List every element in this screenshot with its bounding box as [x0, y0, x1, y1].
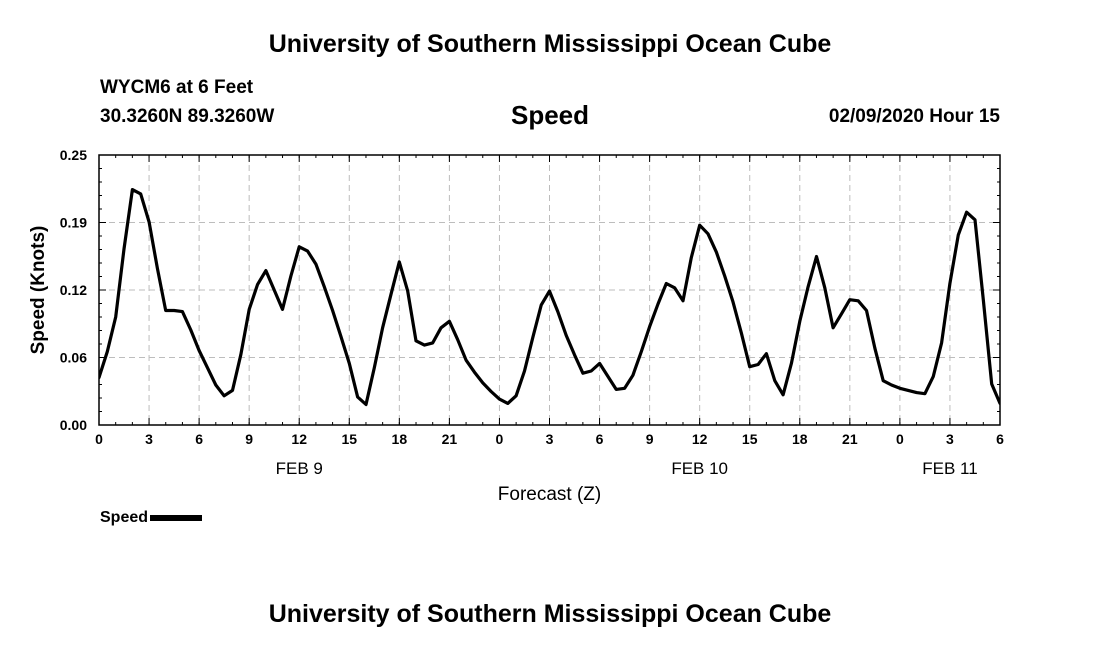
x-tick-label: 15 — [341, 431, 357, 447]
y-tick-label: 0.25 — [60, 147, 87, 163]
legend-label: Speed — [100, 509, 149, 526]
x-tick-label: 12 — [291, 431, 307, 447]
y-tick-label: 0.19 — [60, 215, 87, 231]
chart-title: Speed — [510, 100, 590, 130]
x-tick-label: 9 — [646, 431, 654, 447]
x-tick-label: 3 — [946, 431, 954, 447]
legend: Speed — [100, 509, 203, 527]
x-axis-label: Forecast (Z) — [498, 484, 601, 505]
day-label: FEB 9 — [276, 459, 323, 478]
y-tick-label: 0.12 — [60, 282, 87, 298]
plot-frame — [98, 154, 1001, 426]
x-tick-label: 3 — [546, 431, 554, 447]
x-tick-label: 15 — [742, 431, 758, 447]
station-label: WYCM6 at 6 Feet — [100, 77, 254, 98]
x-tick-label: 12 — [692, 431, 708, 447]
x-tick-label: 21 — [442, 431, 458, 447]
coordinates-label: 30.3260N 89.3260W — [100, 106, 275, 127]
speed-series-line — [99, 188, 1000, 407]
x-tick-label: 6 — [596, 431, 604, 447]
x-tick-label: 18 — [392, 431, 408, 447]
x-tick-label: 9 — [245, 431, 253, 447]
x-tick-label: 0 — [896, 431, 904, 447]
x-tick-label: 6 — [996, 431, 1004, 447]
x-tick-label: 0 — [496, 431, 504, 447]
footer-title: University of Southern Mississippi Ocean… — [268, 600, 832, 628]
legend-swatch — [150, 515, 203, 521]
chart-header-title: University of Southern Mississippi Ocean… — [268, 30, 832, 58]
y-axis-label: Speed (Knots) — [28, 226, 49, 355]
day-label: FEB 11 — [922, 459, 977, 478]
x-tick-label: 0 — [95, 431, 103, 447]
day-label: FEB 10 — [671, 459, 728, 478]
x-tick-label: 6 — [195, 431, 203, 447]
y-tick-label: 0.00 — [60, 417, 87, 433]
x-tick-label: 21 — [842, 431, 858, 447]
x-tick-label: 3 — [145, 431, 153, 447]
x-tick-label: 18 — [792, 431, 808, 447]
forecast-timestamp: 02/09/2020 Hour 15 — [828, 106, 1000, 127]
y-tick-label: 0.06 — [60, 350, 87, 366]
